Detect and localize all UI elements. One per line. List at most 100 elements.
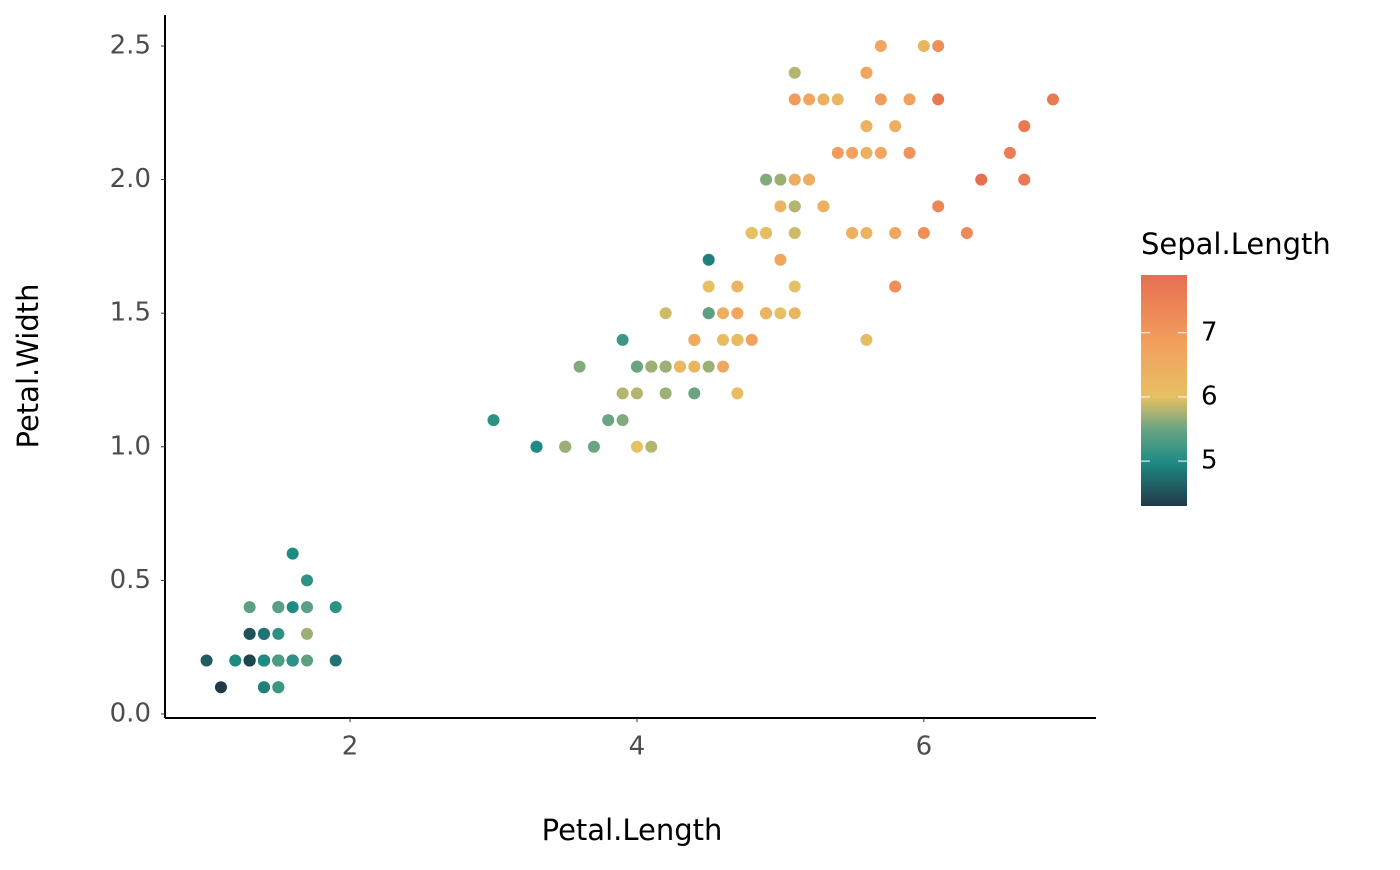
point bbox=[559, 440, 572, 453]
point bbox=[731, 280, 744, 293]
point bbox=[760, 227, 773, 240]
point bbox=[645, 440, 658, 453]
point bbox=[788, 173, 801, 186]
point bbox=[301, 627, 314, 640]
point bbox=[903, 93, 916, 106]
point bbox=[760, 307, 773, 320]
point bbox=[760, 173, 773, 186]
point bbox=[774, 173, 787, 186]
point bbox=[860, 146, 873, 159]
y-tick-label: 2.0 bbox=[110, 164, 151, 194]
point bbox=[860, 227, 873, 240]
point bbox=[846, 146, 859, 159]
point bbox=[257, 681, 270, 694]
point bbox=[731, 307, 744, 320]
y-tick-label: 0.0 bbox=[110, 698, 151, 728]
x-tick-label: 6 bbox=[916, 732, 933, 762]
point bbox=[229, 654, 242, 667]
point bbox=[1046, 93, 1059, 106]
y-tick-label: 1.0 bbox=[110, 431, 151, 461]
point bbox=[243, 654, 256, 667]
point bbox=[329, 601, 342, 614]
point bbox=[673, 360, 686, 373]
point bbox=[301, 654, 314, 667]
point bbox=[257, 627, 270, 640]
point bbox=[745, 227, 758, 240]
point bbox=[243, 627, 256, 640]
point bbox=[487, 414, 500, 427]
point bbox=[860, 333, 873, 346]
colorbar bbox=[1141, 275, 1187, 506]
point bbox=[831, 93, 844, 106]
point bbox=[731, 387, 744, 400]
point bbox=[688, 387, 701, 400]
y-tick-label: 1.5 bbox=[110, 298, 151, 328]
point bbox=[587, 440, 600, 453]
point bbox=[301, 574, 314, 587]
point bbox=[659, 307, 672, 320]
point bbox=[702, 307, 715, 320]
point bbox=[630, 440, 643, 453]
point bbox=[860, 120, 873, 133]
point bbox=[817, 93, 830, 106]
point bbox=[1018, 173, 1031, 186]
point bbox=[745, 333, 758, 346]
point bbox=[817, 200, 830, 213]
point bbox=[975, 173, 988, 186]
point bbox=[874, 39, 887, 52]
point bbox=[616, 387, 629, 400]
point bbox=[702, 253, 715, 266]
colorbar-tick-label: 5 bbox=[1201, 446, 1218, 476]
point bbox=[917, 227, 930, 240]
point bbox=[200, 654, 213, 667]
point bbox=[960, 227, 973, 240]
point bbox=[788, 93, 801, 106]
point bbox=[702, 280, 715, 293]
point bbox=[874, 146, 887, 159]
point bbox=[272, 681, 285, 694]
point bbox=[602, 414, 615, 427]
point bbox=[630, 360, 643, 373]
point bbox=[645, 360, 658, 373]
point bbox=[932, 200, 945, 213]
x-tick-label: 2 bbox=[342, 732, 359, 762]
point bbox=[530, 440, 543, 453]
point bbox=[917, 39, 930, 52]
point bbox=[702, 360, 715, 373]
point bbox=[272, 601, 285, 614]
point bbox=[774, 253, 787, 266]
y-tick-label: 2.5 bbox=[110, 30, 151, 60]
point bbox=[573, 360, 586, 373]
point bbox=[272, 654, 285, 667]
point bbox=[717, 333, 730, 346]
point bbox=[616, 414, 629, 427]
point bbox=[846, 227, 859, 240]
point bbox=[659, 360, 672, 373]
point bbox=[860, 66, 873, 79]
point bbox=[788, 307, 801, 320]
point bbox=[717, 360, 730, 373]
point bbox=[688, 333, 701, 346]
point bbox=[803, 93, 816, 106]
colorbar-tick-label: 7 bbox=[1201, 317, 1218, 347]
point bbox=[874, 93, 887, 106]
point bbox=[688, 360, 701, 373]
point bbox=[731, 333, 744, 346]
point bbox=[659, 387, 672, 400]
point bbox=[803, 173, 816, 186]
point bbox=[932, 39, 945, 52]
point bbox=[616, 333, 629, 346]
point bbox=[329, 654, 342, 667]
point bbox=[630, 387, 643, 400]
x-tick-label: 4 bbox=[629, 732, 646, 762]
point bbox=[788, 66, 801, 79]
point bbox=[889, 280, 902, 293]
point bbox=[788, 200, 801, 213]
x-axis-title: Petal.Length bbox=[542, 813, 723, 847]
point bbox=[243, 601, 256, 614]
point bbox=[1018, 120, 1031, 133]
point bbox=[774, 307, 787, 320]
point bbox=[257, 654, 270, 667]
point bbox=[889, 227, 902, 240]
